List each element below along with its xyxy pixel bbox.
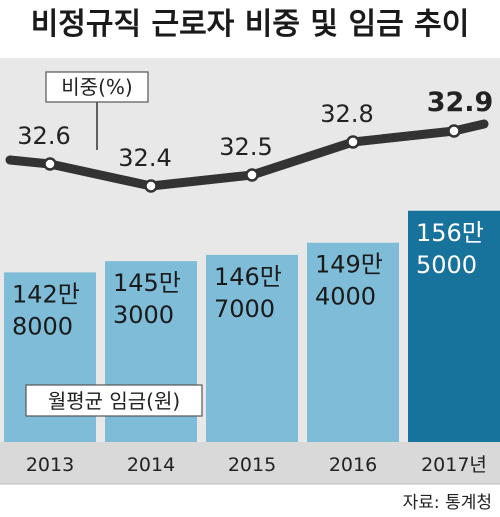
bar-value-label: 8000	[12, 312, 73, 340]
line-value-label: 32.8	[320, 100, 373, 128]
source-note: 자료: 통계청	[403, 493, 492, 513]
bar-2017년	[408, 210, 500, 442]
bar-value-label: 156만	[416, 219, 484, 247]
line-point	[447, 124, 461, 138]
x-tick-label: 2015	[228, 454, 276, 476]
line-series: 32.6 32.4 32.5 32.8 32.9	[5, 87, 494, 193]
bar-value-label: 145만	[113, 269, 181, 297]
line-value-label: 32.9	[427, 87, 494, 118]
x-tick-label: 2014	[127, 454, 175, 476]
bar-value-label: 142만	[12, 280, 80, 308]
chart-title: 비정규직 근로자 비중 및 임금 추이	[31, 7, 470, 42]
bar-value-label: 149만	[315, 251, 383, 279]
line-value-label: 32.6	[17, 122, 70, 150]
x-tick-label: 2017년	[421, 454, 487, 476]
line-legend-box	[45, 71, 149, 103]
bar-legend: 월평균 임금(원)	[25, 384, 203, 417]
line-point	[43, 157, 57, 171]
bar-2015	[206, 254, 298, 442]
bar-legend-text: 월평균 임금(원)	[48, 389, 180, 413]
bar-value-label: 5000	[416, 251, 477, 279]
bar-legend-box	[25, 384, 203, 417]
line-value-label: 32.4	[118, 144, 171, 172]
line-point	[144, 179, 158, 193]
x-tick-label: 2016	[329, 454, 377, 476]
x-tick-label: 2013	[26, 454, 74, 476]
line-legend: 비중(%)	[45, 71, 149, 150]
line-value-label: 32.5	[219, 133, 272, 161]
bar-series: 142만 8000 145만 3000 146만 7000 149만 4000 156만 5000	[4, 210, 500, 442]
bar-value-label: 4000	[315, 283, 376, 311]
x-axis-ticks: 2013 2014 2015 2016 2017년	[26, 454, 487, 476]
bar-2016	[307, 242, 399, 442]
bar-value-label: 146만	[214, 263, 282, 291]
axis-band	[0, 442, 500, 484]
line-point	[245, 168, 259, 182]
bar-value-label: 3000	[113, 301, 174, 329]
bar-value-label: 7000	[214, 295, 275, 323]
line-legend-text: 비중(%)	[61, 75, 132, 99]
line-point	[346, 135, 360, 149]
